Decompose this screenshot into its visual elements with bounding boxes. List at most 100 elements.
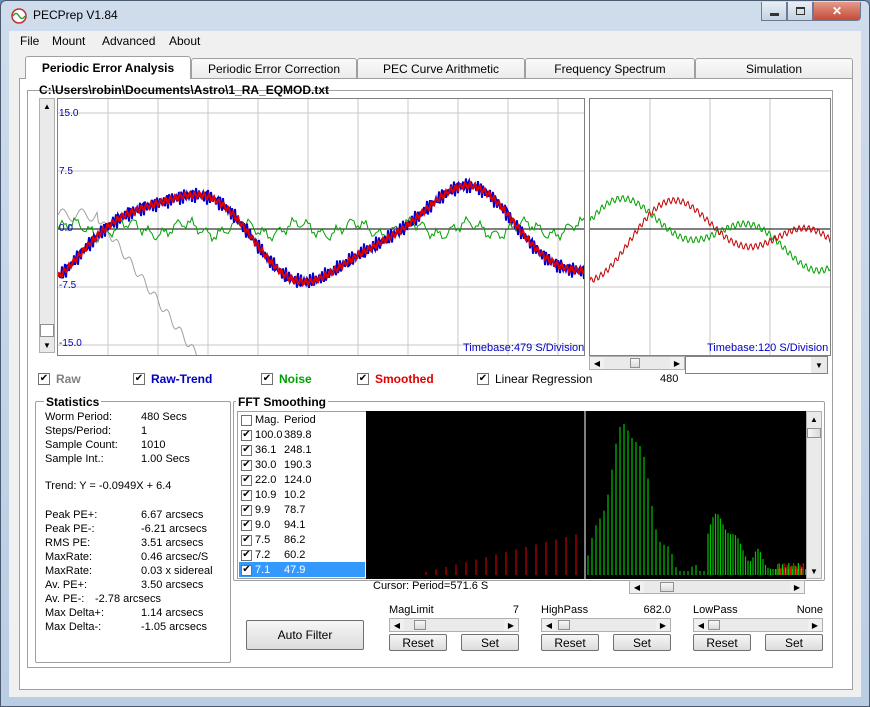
fft-list-item[interactable]: ✔ 10.9 10.2: [239, 487, 365, 502]
y-tick-label: -7.5: [59, 280, 77, 291]
harmonic-magnitude: 7.1: [255, 563, 271, 576]
y-tick-label: 15.0: [59, 108, 79, 119]
fft-list-item[interactable]: ✔ 7.5 86.2: [239, 532, 365, 547]
checkbox[interactable]: ✔: [241, 489, 252, 501]
vertical-scale-scrollbar[interactable]: ▲ ▼: [39, 98, 55, 353]
menu-bar: File Mount Advanced About: [9, 31, 861, 51]
checkbox[interactable]: ✔: [241, 429, 252, 441]
highpass-reset-button[interactable]: Reset: [541, 634, 599, 651]
toggle-raw[interactable]: ✔ Raw: [38, 372, 81, 386]
checkbox[interactable]: ✔: [241, 534, 252, 546]
stat-value: 1: [141, 425, 148, 437]
maglimit-reset-button[interactable]: Reset: [389, 634, 447, 651]
scroll-up-icon[interactable]: ▲: [43, 101, 51, 111]
fft-list-item[interactable]: ✔ 7.1 47.9: [239, 562, 365, 577]
stat-value: 1010: [141, 439, 166, 451]
tab-simulation[interactable]: Simulation: [695, 58, 853, 78]
minimize-button[interactable]: [761, 2, 787, 21]
scroll-down-icon[interactable]: ▼: [43, 340, 51, 350]
toggle-noise[interactable]: ✔ Noise: [261, 372, 312, 386]
fft-list-item[interactable]: ✔ 9.9 78.7: [239, 502, 365, 517]
toggle-raw-trend[interactable]: ✔ Raw-Trend: [133, 372, 212, 386]
menu-mount[interactable]: Mount: [52, 34, 86, 48]
chevron-down-icon[interactable]: ▼: [811, 357, 827, 373]
checkbox[interactable]: ✔: [241, 474, 252, 486]
checkbox[interactable]: ✔: [133, 373, 145, 385]
close-button[interactable]: ✕: [813, 2, 861, 21]
scrollbar-thumb[interactable]: [558, 620, 570, 630]
checkbox[interactable]: ✔: [241, 504, 252, 516]
scroll-left-icon[interactable]: ◀: [590, 357, 604, 369]
harmonic-period: 47.9: [284, 563, 306, 576]
toggle-linear-regression[interactable]: ✔ Linear Regression: [477, 372, 592, 386]
scroll-right-icon[interactable]: ▶: [656, 619, 670, 631]
worm-period-plot[interactable]: [589, 98, 831, 356]
lowpass-reset-button[interactable]: Reset: [693, 634, 751, 651]
auto-filter-button[interactable]: Auto Filter: [246, 620, 364, 650]
scroll-right-icon[interactable]: ▶: [670, 357, 684, 369]
main-pe-plot[interactable]: [57, 98, 585, 356]
scroll-right-icon[interactable]: ▶: [504, 619, 518, 631]
checkbox[interactable]: ✔: [38, 373, 50, 385]
fft-list-item[interactable]: ✔ 22.0 124.0: [239, 472, 365, 487]
statistics-group: [35, 401, 231, 663]
scroll-up-icon[interactable]: ▲: [810, 414, 818, 424]
fft-list-item[interactable]: ✔ 7.2 60.2: [239, 547, 365, 562]
fft-list-item[interactable]: ✔ 100.0 389.8: [239, 427, 365, 442]
scroll-right-icon[interactable]: ▶: [808, 619, 822, 631]
checkbox[interactable]: [241, 414, 252, 426]
tab-periodic-error-correction[interactable]: Periodic Error Correction: [191, 58, 357, 78]
fft-group: [233, 401, 825, 581]
period-select[interactable]: ▼: [685, 356, 828, 374]
scrollbar-thumb[interactable]: [660, 582, 674, 592]
maglimit-set-button[interactable]: Set: [461, 634, 519, 651]
checkbox[interactable]: ✔: [357, 373, 369, 385]
fft-list-item[interactable]: ✔ 36.1 248.1: [239, 442, 365, 457]
scrollbar-thumb[interactable]: [630, 358, 640, 368]
fft-harmonics-list[interactable]: [237, 411, 367, 579]
file-path: C:\Users\robin\Documents\Astro\1_RA_EQMO…: [39, 83, 330, 97]
checkbox[interactable]: ✔: [261, 373, 273, 385]
menu-advanced[interactable]: Advanced: [102, 34, 156, 48]
fft-list-item[interactable]: ✔ 30.0 190.3: [239, 457, 365, 472]
fft-list-item[interactable]: ✔ 9.0 94.1: [239, 517, 365, 532]
scroll-right-icon[interactable]: ▶: [790, 581, 804, 593]
lowpass-slider[interactable]: ◀ ▶: [693, 618, 823, 632]
checkbox[interactable]: ✔: [241, 564, 252, 576]
tab-pec-curve-arithmetic[interactable]: PEC Curve Arithmetic: [357, 58, 525, 78]
fft-spectrum-plot[interactable]: [366, 411, 806, 579]
maglimit-slider[interactable]: ◀ ▶: [389, 618, 519, 632]
checkbox[interactable]: ✔: [241, 444, 252, 456]
scrollbar-thumb[interactable]: [40, 324, 54, 337]
checkbox[interactable]: ✔: [241, 459, 252, 471]
scroll-left-icon[interactable]: ◀: [630, 581, 644, 593]
checkbox[interactable]: ✔: [477, 373, 489, 385]
scrollbar-thumb[interactable]: [807, 428, 821, 438]
stat-label: Max Delta+:: [45, 607, 104, 619]
maglimit-value: 7: [512, 604, 519, 616]
scroll-down-icon[interactable]: ▼: [810, 567, 818, 576]
tab-frequency-spectrum[interactable]: Frequency Spectrum: [525, 58, 695, 78]
menu-file[interactable]: File: [20, 34, 40, 48]
title-bar[interactable]: PECPrep V1.84 ✕: [1, 1, 869, 31]
stat-label: Steps/Period:: [45, 425, 112, 437]
scroll-left-icon[interactable]: ◀: [390, 619, 404, 631]
scrollbar-thumb[interactable]: [414, 620, 426, 630]
maximize-button[interactable]: [787, 2, 813, 21]
scrollbar-thumb[interactable]: [708, 620, 720, 630]
harmonic-magnitude: 7.2: [255, 548, 271, 561]
checkbox[interactable]: ✔: [241, 549, 252, 561]
worm-period-scrollbar[interactable]: ◀ ▶: [589, 356, 685, 370]
harmonic-magnitude: 30.0: [255, 458, 277, 471]
lowpass-set-button[interactable]: Set: [765, 634, 823, 651]
fft-vertical-scrollbar[interactable]: ▲ ▼: [806, 411, 822, 579]
scroll-left-icon[interactable]: ◀: [542, 619, 556, 631]
fft-horizontal-scrollbar[interactable]: ◀ ▶: [629, 580, 805, 594]
toggle-smoothed[interactable]: ✔ Smoothed: [357, 372, 434, 386]
menu-about[interactable]: About: [169, 34, 201, 48]
highpass-slider[interactable]: ◀ ▶: [541, 618, 671, 632]
tab-periodic-error-analysis[interactable]: Periodic Error Analysis: [25, 56, 191, 79]
checkbox[interactable]: ✔: [241, 519, 252, 531]
highpass-set-button[interactable]: Set: [613, 634, 671, 651]
scroll-left-icon[interactable]: ◀: [694, 619, 708, 631]
